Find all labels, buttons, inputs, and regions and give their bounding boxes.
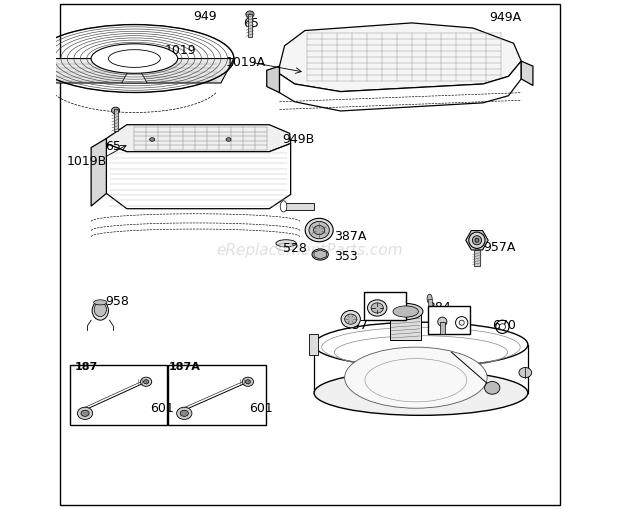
Bar	[428, 306, 470, 334]
Ellipse shape	[309, 221, 329, 239]
Ellipse shape	[393, 306, 418, 317]
Polygon shape	[314, 250, 326, 259]
Polygon shape	[107, 144, 291, 209]
Text: eReplacementParts.com: eReplacementParts.com	[216, 243, 404, 258]
Ellipse shape	[438, 317, 447, 326]
Bar	[283, 203, 314, 210]
Bar	[365, 292, 406, 320]
Ellipse shape	[388, 303, 423, 320]
Text: 949B: 949B	[282, 133, 314, 146]
Bar	[440, 322, 445, 334]
Ellipse shape	[312, 249, 329, 260]
Bar	[113, 109, 118, 131]
Ellipse shape	[108, 50, 161, 67]
Ellipse shape	[180, 410, 188, 416]
Text: 284: 284	[427, 301, 451, 315]
Polygon shape	[267, 66, 280, 93]
Text: 957: 957	[345, 319, 368, 332]
Bar	[309, 334, 318, 355]
Text: 387A: 387A	[334, 230, 367, 243]
Text: 972: 972	[379, 305, 404, 318]
Text: 670: 670	[492, 319, 516, 332]
Bar	[474, 250, 480, 266]
Ellipse shape	[345, 314, 357, 324]
Text: 601: 601	[249, 402, 273, 415]
Ellipse shape	[305, 218, 333, 242]
Ellipse shape	[246, 11, 254, 18]
Bar	[391, 314, 421, 340]
Polygon shape	[521, 61, 533, 86]
Ellipse shape	[314, 371, 528, 415]
Text: 65: 65	[243, 17, 259, 31]
Ellipse shape	[92, 301, 108, 320]
Ellipse shape	[276, 240, 296, 247]
Text: 528: 528	[283, 242, 307, 255]
Text: 957A: 957A	[483, 241, 515, 254]
Text: 1019: 1019	[165, 44, 197, 58]
Bar	[428, 299, 432, 308]
Ellipse shape	[459, 320, 464, 325]
Polygon shape	[280, 23, 521, 92]
Text: 1019B: 1019B	[67, 155, 107, 168]
Ellipse shape	[314, 225, 325, 235]
Polygon shape	[107, 125, 291, 152]
Ellipse shape	[112, 107, 120, 114]
Ellipse shape	[149, 138, 155, 142]
Ellipse shape	[345, 347, 487, 408]
Ellipse shape	[475, 238, 479, 242]
Ellipse shape	[472, 236, 482, 245]
Text: 187A: 187A	[169, 362, 200, 373]
Text: 958: 958	[105, 295, 129, 308]
Ellipse shape	[144, 380, 149, 384]
Ellipse shape	[94, 302, 107, 317]
Text: 972: 972	[368, 296, 391, 306]
Ellipse shape	[226, 138, 231, 142]
Bar	[248, 14, 252, 37]
Ellipse shape	[280, 201, 287, 212]
Ellipse shape	[499, 324, 505, 330]
Ellipse shape	[368, 300, 387, 316]
Ellipse shape	[485, 382, 500, 394]
Ellipse shape	[246, 380, 250, 384]
Ellipse shape	[314, 322, 528, 367]
Text: 1019A: 1019A	[226, 55, 266, 69]
Ellipse shape	[371, 303, 383, 313]
Ellipse shape	[177, 407, 192, 419]
Text: 949A: 949A	[489, 11, 521, 24]
Text: 353: 353	[334, 250, 358, 263]
Ellipse shape	[242, 377, 254, 386]
Ellipse shape	[341, 310, 360, 328]
Ellipse shape	[427, 294, 432, 303]
Text: 188: 188	[433, 314, 456, 324]
Polygon shape	[91, 138, 107, 206]
Bar	[70, 365, 167, 425]
Polygon shape	[35, 59, 234, 83]
Text: 949: 949	[193, 10, 216, 23]
Polygon shape	[280, 61, 521, 111]
Ellipse shape	[141, 377, 152, 386]
Ellipse shape	[91, 44, 178, 73]
Text: 187: 187	[75, 362, 98, 373]
Polygon shape	[122, 71, 147, 83]
Text: 65: 65	[105, 139, 122, 153]
Ellipse shape	[81, 410, 89, 416]
Bar	[169, 365, 266, 425]
Ellipse shape	[519, 367, 532, 378]
Text: 601: 601	[149, 402, 174, 415]
Polygon shape	[466, 231, 488, 250]
Ellipse shape	[94, 300, 107, 305]
Ellipse shape	[78, 407, 92, 419]
